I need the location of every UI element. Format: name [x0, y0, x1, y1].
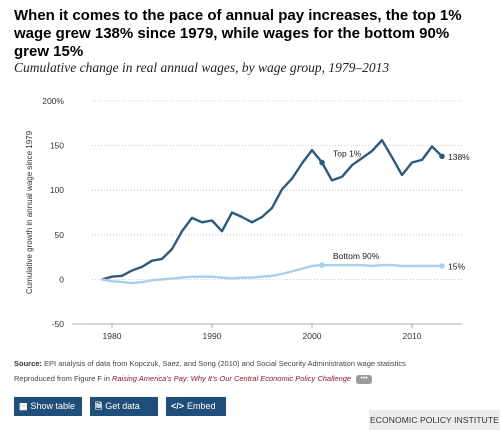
series-end-label: 138%	[448, 152, 470, 162]
chart-title: When it comes to the pace of annual pay …	[14, 7, 462, 60]
source-label: Source:	[14, 359, 42, 368]
code-icon: </>	[171, 401, 185, 411]
x-tick-label: 2010	[403, 331, 422, 341]
series-name-label: Bottom 90%	[333, 251, 380, 261]
source-text: EPI analysis of data from Kopczuk, Saez,…	[44, 359, 406, 368]
series-name-label: Top 1%	[333, 149, 362, 159]
series-end-marker	[439, 263, 445, 269]
annotation-marker	[319, 262, 325, 268]
embed-button[interactable]: </> Embed	[166, 397, 226, 416]
x-tick-label: 1990	[203, 331, 222, 341]
chart-subtitle: Cumulative change in real annual wages, …	[14, 60, 390, 75]
y-tick-label: 150	[50, 141, 64, 151]
y-axis-label: Cumulative growth in annual wage since 1…	[25, 130, 34, 294]
annotation-marker	[319, 159, 325, 166]
get-data-button[interactable]: 🗎 Get data	[90, 397, 158, 416]
org-badge[interactable]: ECONOMIC POLICY INSTITUTE	[369, 410, 500, 430]
x-tick-label: 1980	[103, 331, 122, 341]
show-table-button[interactable]: ▦ Show table	[14, 397, 82, 416]
embed-label: Embed	[187, 401, 216, 411]
show-table-label: Show table	[30, 401, 76, 411]
table-icon: ▦	[19, 401, 28, 411]
get-data-label: Get data	[105, 401, 140, 411]
more-button[interactable]: •••	[356, 374, 373, 384]
series-end-label: 15%	[448, 262, 465, 272]
source-note: Source: EPI analysis of data from Kopczu…	[14, 359, 494, 369]
y-tick-label: 200%	[42, 96, 64, 106]
y-tick-label: 50	[55, 230, 65, 240]
y-tick-label: -50	[52, 319, 65, 329]
document-icon: 🗎	[95, 401, 103, 411]
y-tick-label: 100	[50, 185, 64, 195]
reproduced-prefix: Reproduced from Figure F in	[14, 374, 110, 383]
reproduced-note: Reproduced from Figure F in Raising Amer…	[14, 374, 494, 384]
series-line-bottom-90	[100, 263, 444, 285]
line-chart: -50 0 50 100 150 200% 1980 1990 2000 2010 Cumulati…	[25, 96, 470, 341]
x-tick-label: 2000	[303, 331, 322, 341]
reproduced-reference-link[interactable]: Raising America’s Pay: Why It’s Our Cent…	[111, 374, 352, 383]
series-end-marker	[439, 153, 445, 160]
y-tick-label: 0	[59, 274, 64, 284]
series-line-top-1	[100, 139, 444, 281]
